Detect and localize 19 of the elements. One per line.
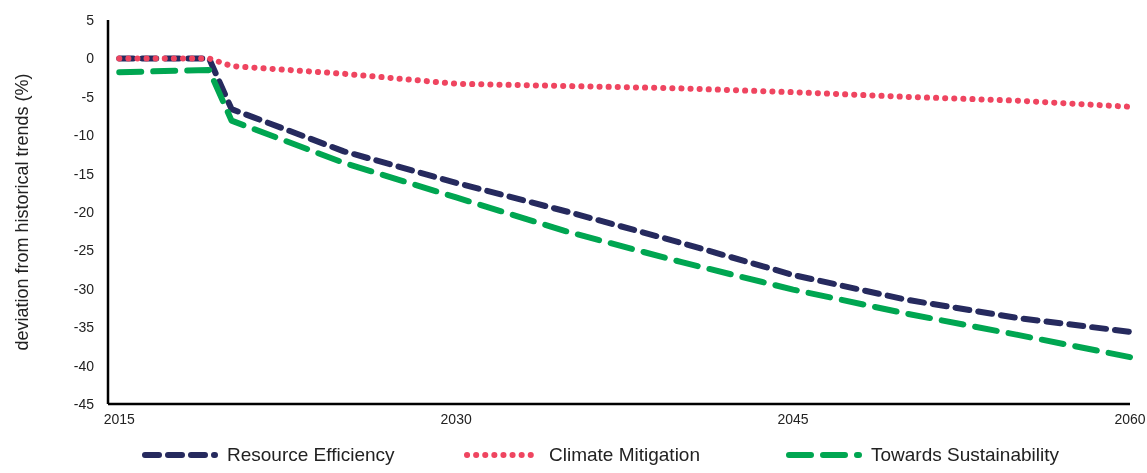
y-tick-label: -40 [73, 357, 95, 374]
x-tick-label: 2060 [1114, 411, 1146, 427]
y-tick-label: 5 [86, 11, 95, 28]
y-tick-label: -5 [81, 88, 95, 105]
y-tick-label: -30 [73, 280, 95, 297]
x-tick-label: 2030 [440, 411, 472, 427]
y-tick-label: 0 [86, 50, 95, 67]
legend-label: Resource Efficiency [227, 444, 396, 465]
y-tick-label: -45 [73, 395, 95, 412]
y-tick-label: -35 [73, 319, 95, 336]
x-tick-label: 2045 [777, 411, 809, 427]
y-tick-label: -10 [73, 127, 95, 144]
legend-label: Towards Sustainability [871, 444, 1060, 465]
y-tick-label: -15 [73, 165, 95, 182]
y-axis-title: deviation from historical trends (%) [12, 73, 32, 351]
x-tick-label: 2015 [103, 411, 136, 427]
y-tick-label: -25 [73, 242, 95, 259]
y-tick-label: -20 [73, 203, 95, 220]
legend-label: Climate Mitigation [549, 444, 700, 465]
